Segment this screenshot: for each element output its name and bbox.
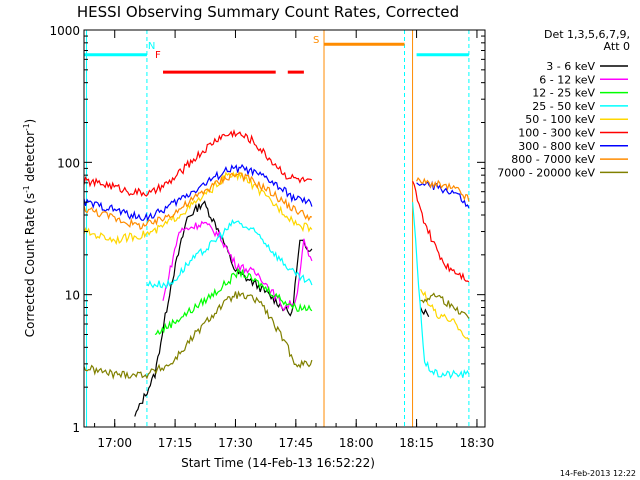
y-tick-label: 10 [65, 289, 80, 303]
x-axis-label: Start Time (14-Feb-13 16:52:22) [181, 456, 375, 470]
flag-bars [84, 42, 469, 74]
x-tick-label: 17:45 [279, 436, 314, 450]
series-50-100-kev-line [83, 170, 470, 341]
series-25-50-kev-line [146, 202, 470, 380]
y-tick-label: 1000 [49, 24, 80, 38]
legend-label: 50 - 100 keV [525, 113, 595, 126]
legend-label: 3 - 6 keV [546, 60, 595, 73]
legend-label: 6 - 12 keV [539, 73, 595, 86]
x-tick-label: 18:30 [460, 436, 495, 450]
series-6-12-kev-line [162, 220, 313, 312]
marker-n: N [148, 41, 155, 52]
y-axis: 1 10 100 1000 [49, 24, 485, 435]
timestamp: 14-Feb-2013 12:22 [560, 469, 636, 478]
y-tick-label: 100 [57, 156, 80, 170]
legend-header-attenuator: Att 0 [604, 40, 630, 53]
reference-lines [86, 30, 470, 427]
legend-label: 300 - 800 keV [518, 140, 595, 153]
series-layer [83, 128, 470, 417]
series-300-800-kev-line [83, 163, 470, 222]
y-tick-label: 1 [72, 421, 80, 435]
plot-frame [83, 29, 486, 428]
series-12-25-kev-line [154, 267, 313, 336]
x-tick-label: 17:30 [218, 436, 253, 450]
x-tick-label: 18:00 [339, 436, 374, 450]
marker-s: S [313, 35, 319, 46]
x-tick-label: 17:00 [97, 436, 132, 450]
legend-label: 12 - 25 keV [532, 87, 595, 100]
series-7000-20000-kev-line [83, 290, 470, 380]
legend-label: 25 - 50 keV [532, 100, 595, 113]
y-axis-label: Corrected Count Rate (s-1 detector-1) [22, 119, 37, 337]
marker-labels: NF S [148, 35, 319, 61]
marker-f: F [155, 50, 161, 61]
legend-header-detectors: Det 1,3,5,6,7,9, [544, 28, 630, 41]
chart-title: HESSI Observing Summary Count Rates, Cor… [77, 3, 459, 21]
legend-label: 7000 - 20000 keV [497, 166, 595, 179]
series-800-7000-kev-line [83, 172, 470, 230]
x-axis: 17:00 17:15 17:30 17:45 18:00 18:15 18:30 [94, 30, 495, 450]
series-100-300-kev-line [83, 128, 470, 283]
legend-label: 100 - 300 keV [518, 127, 595, 140]
legend-label: 800 - 7000 keV [511, 153, 595, 166]
x-tick-label: 17:15 [158, 436, 193, 450]
x-tick-label: 18:15 [399, 436, 434, 450]
